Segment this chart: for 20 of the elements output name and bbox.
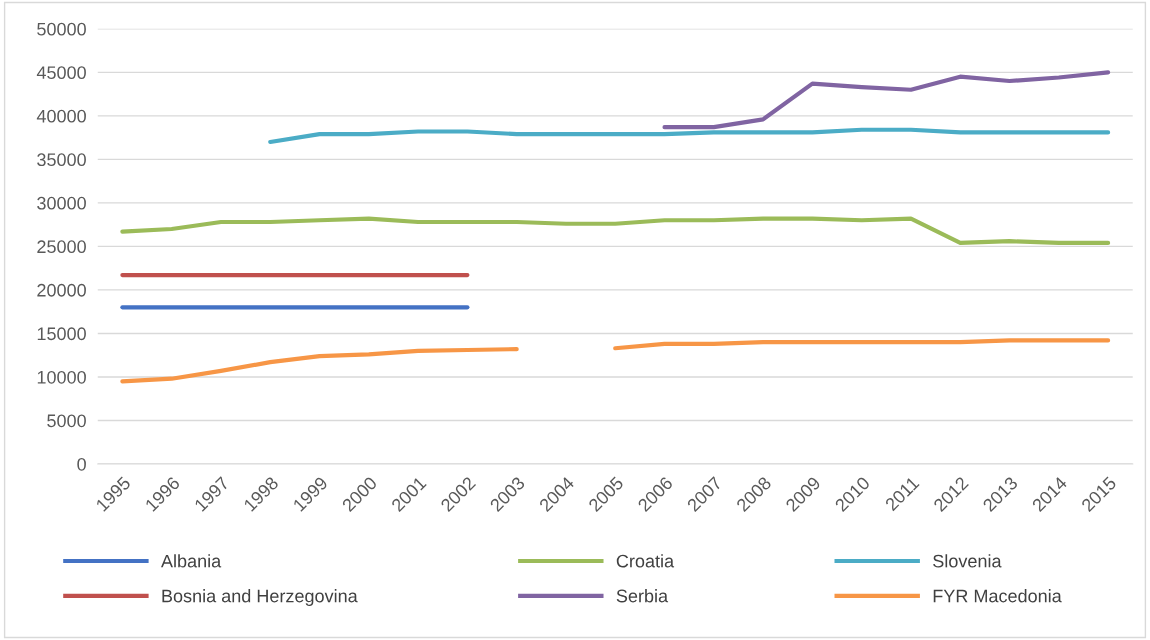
y-tick-label: 20000 [37,283,86,297]
y-tick-label: 30000 [37,196,86,210]
legend-label: Serbia [616,589,669,603]
y-tick-label: 10000 [37,370,86,384]
y-tick-label: 5000 [47,414,86,428]
y-tick-label: 0 [77,457,86,471]
line-series [120,216,1111,246]
y-tick-label: 15000 [37,327,86,341]
y-tick-label: 45000 [36,66,86,80]
legend-label: FYR Macedonia [933,589,1062,603]
y-tick-label: 35000 [37,153,86,167]
legend-label: Bosnia and Herzegovina [162,589,358,606]
y-tick-label: 50000 [37,22,86,36]
y-tick-label: 40000 [36,109,86,123]
y-tick-label: 25000 [37,240,86,254]
line-series [268,127,1111,145]
legend-label: Albania [161,554,222,568]
line-series [662,70,1111,130]
legend-label: Slovenia [933,554,1002,568]
legend-label: Croatia [616,554,675,568]
